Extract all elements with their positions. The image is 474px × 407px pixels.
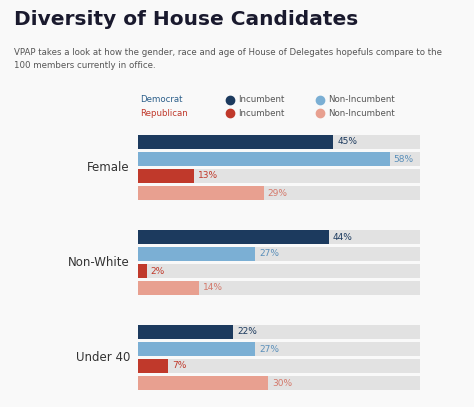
- Bar: [138, 264, 420, 278]
- Bar: [138, 230, 420, 244]
- Bar: [138, 376, 268, 390]
- Text: Non-White: Non-White: [68, 256, 130, 269]
- Text: Diversity of House Candidates: Diversity of House Candidates: [14, 10, 358, 29]
- Bar: [138, 152, 390, 166]
- Bar: [138, 281, 199, 295]
- Bar: [138, 135, 420, 149]
- Text: 58%: 58%: [393, 155, 414, 164]
- Bar: [138, 247, 420, 261]
- Text: Incumbent: Incumbent: [238, 96, 284, 105]
- Text: Non-Incumbent: Non-Incumbent: [328, 96, 395, 105]
- Text: 27%: 27%: [259, 249, 279, 258]
- Bar: [138, 264, 146, 278]
- Text: 44%: 44%: [333, 232, 353, 241]
- Text: 7%: 7%: [173, 361, 187, 370]
- Text: Incumbent: Incumbent: [238, 109, 284, 118]
- Bar: [138, 135, 333, 149]
- Text: 13%: 13%: [199, 171, 219, 180]
- Bar: [138, 325, 234, 339]
- Bar: [138, 325, 420, 339]
- Text: 22%: 22%: [237, 328, 257, 337]
- Text: 27%: 27%: [259, 344, 279, 354]
- Bar: [138, 169, 420, 183]
- Text: 29%: 29%: [268, 188, 288, 197]
- Bar: [138, 169, 194, 183]
- Bar: [138, 342, 255, 356]
- Bar: [138, 342, 420, 356]
- Text: 45%: 45%: [337, 138, 357, 147]
- Bar: [138, 281, 420, 295]
- Text: Under 40: Under 40: [76, 351, 130, 364]
- Text: Republican: Republican: [140, 109, 188, 118]
- Text: Non-Incumbent: Non-Incumbent: [328, 109, 395, 118]
- Bar: [138, 230, 329, 244]
- Bar: [138, 247, 255, 261]
- Text: Democrat: Democrat: [140, 96, 182, 105]
- Bar: [138, 186, 420, 200]
- Text: 30%: 30%: [272, 379, 292, 387]
- Text: 2%: 2%: [151, 267, 165, 276]
- Text: VPAP takes a look at how the gender, race and age of House of Delegates hopefuls: VPAP takes a look at how the gender, rac…: [14, 48, 442, 70]
- Bar: [138, 359, 168, 373]
- Bar: [138, 152, 420, 166]
- Bar: [138, 376, 420, 390]
- Bar: [138, 186, 264, 200]
- Text: 14%: 14%: [203, 284, 223, 293]
- Text: Female: Female: [87, 161, 130, 174]
- Bar: [138, 359, 420, 373]
